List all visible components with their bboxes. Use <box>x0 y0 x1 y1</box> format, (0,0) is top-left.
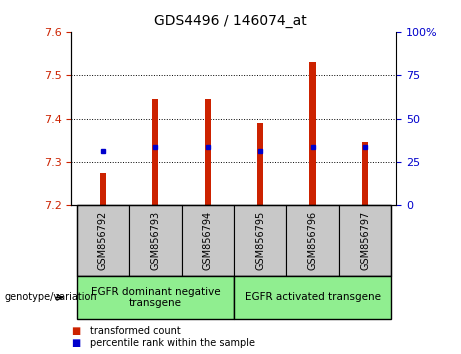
Bar <box>205 99 211 205</box>
Text: GSM856793: GSM856793 <box>150 211 160 270</box>
Text: GSM856796: GSM856796 <box>307 211 318 270</box>
Text: GSM856795: GSM856795 <box>255 211 265 270</box>
Text: percentile rank within the sample: percentile rank within the sample <box>90 338 255 348</box>
Bar <box>339 205 391 276</box>
Text: GSM856792: GSM856792 <box>98 211 108 270</box>
Bar <box>77 205 129 276</box>
Bar <box>362 142 368 205</box>
Bar <box>234 205 286 276</box>
Bar <box>129 205 182 276</box>
Text: ■: ■ <box>71 338 81 348</box>
Bar <box>100 173 106 205</box>
Bar <box>286 205 339 276</box>
Bar <box>234 276 391 319</box>
Bar <box>152 99 159 205</box>
Text: ■: ■ <box>71 326 81 336</box>
Text: transformed count: transformed count <box>90 326 181 336</box>
Text: GSM856797: GSM856797 <box>360 211 370 270</box>
Bar <box>257 123 263 205</box>
Text: GSM856794: GSM856794 <box>203 211 213 270</box>
Text: GDS4496 / 146074_at: GDS4496 / 146074_at <box>154 14 307 28</box>
Bar <box>182 205 234 276</box>
Text: genotype/variation: genotype/variation <box>5 292 97 302</box>
Bar <box>77 276 234 319</box>
Text: EGFR activated transgene: EGFR activated transgene <box>245 292 381 302</box>
Bar <box>309 62 316 205</box>
Text: EGFR dominant negative
transgene: EGFR dominant negative transgene <box>90 286 220 308</box>
